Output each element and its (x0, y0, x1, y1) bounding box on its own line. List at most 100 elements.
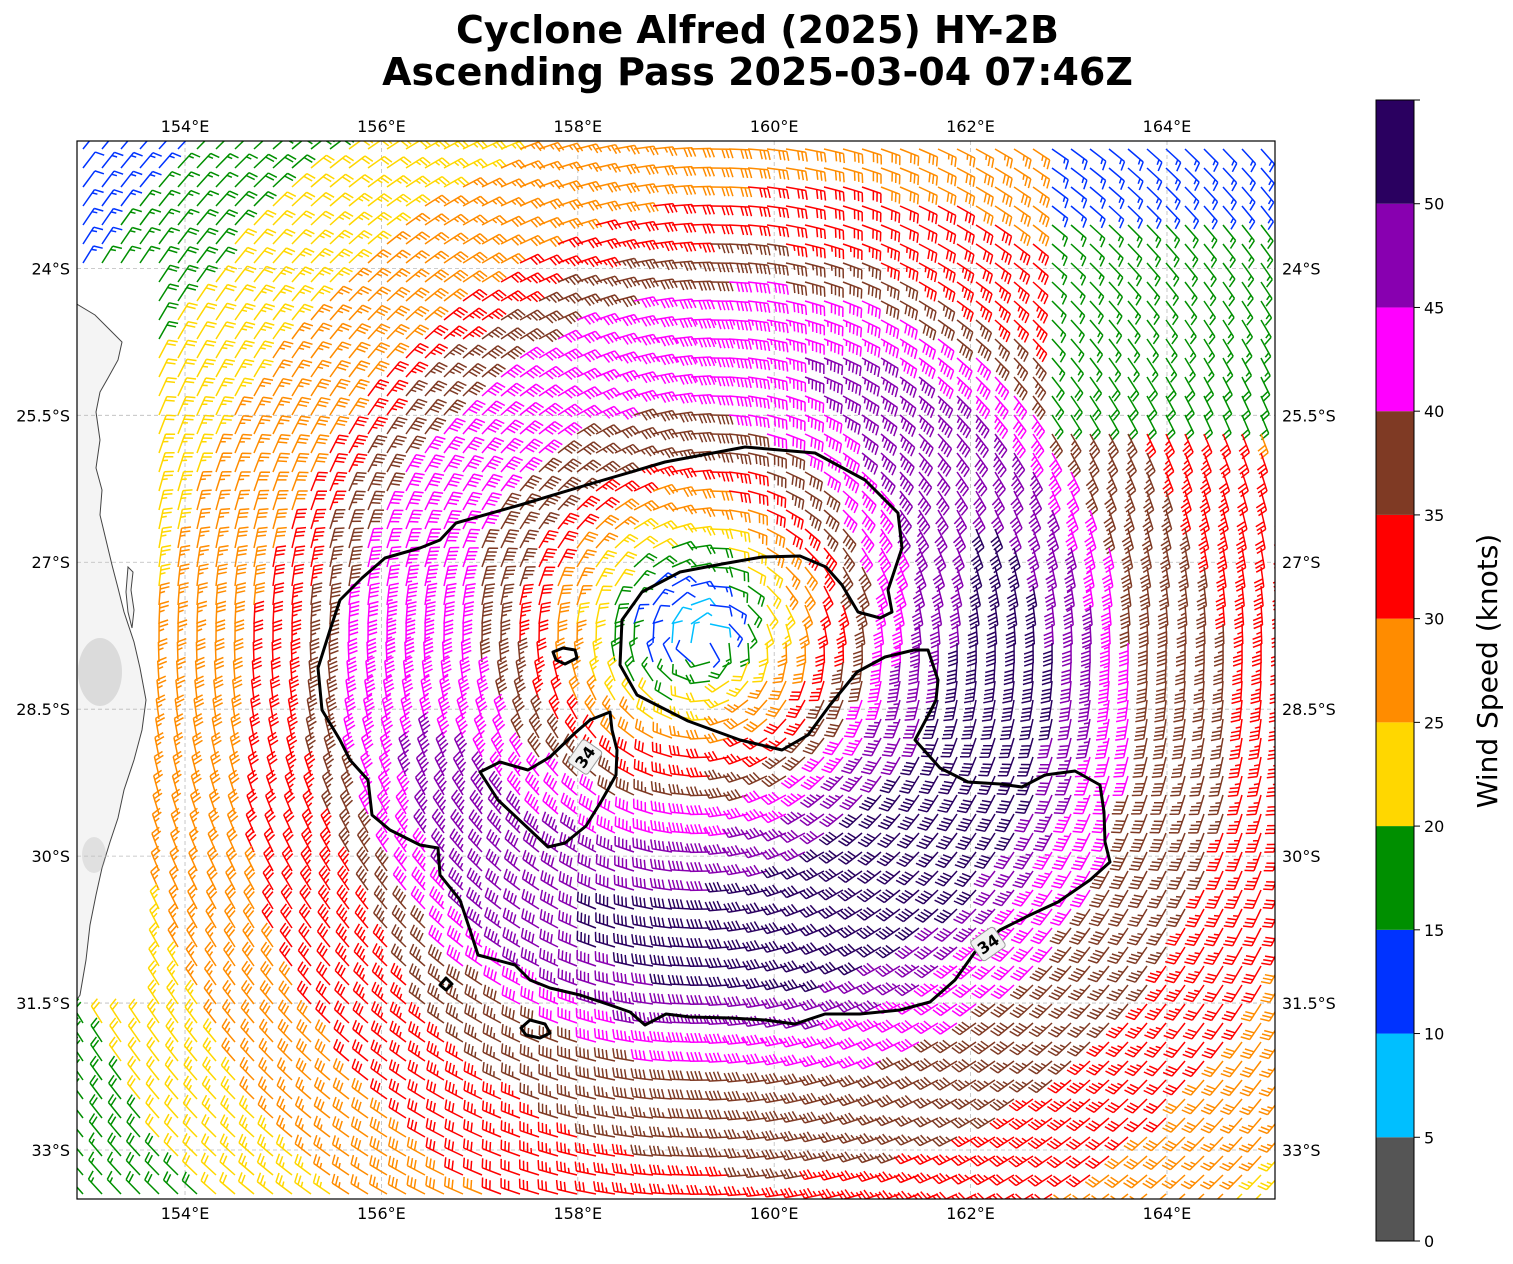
wind-barb (918, 300, 937, 321)
wind-barb (1081, 623, 1092, 649)
wind-barb (1116, 680, 1129, 704)
wind-barb (593, 1162, 616, 1176)
wind-barb (1239, 1098, 1262, 1116)
wind-barb (1222, 205, 1237, 230)
wind-barb (822, 737, 844, 756)
land-fraser-island (125, 565, 135, 629)
wind-barb (411, 846, 426, 872)
wind-barb (633, 183, 659, 194)
wind-barb (1174, 680, 1186, 704)
wind-barb (538, 291, 565, 304)
wind-barb (574, 1123, 597, 1138)
wind-barb (1108, 148, 1126, 171)
wind-barb (984, 661, 996, 686)
wind-barb (1146, 300, 1160, 326)
wind-barb (538, 179, 565, 190)
wind-barb (1124, 1022, 1148, 1039)
wind-barb (1051, 186, 1069, 209)
wind-barb (1029, 965, 1053, 982)
wind-barb (1201, 1022, 1224, 1040)
wind-barb (1066, 1117, 1091, 1132)
wind-barb (804, 528, 821, 552)
wind-barb (424, 509, 443, 530)
wind-barb (709, 167, 734, 178)
wind-barb (177, 189, 200, 207)
wind-barb (1222, 965, 1243, 984)
wind-barb (348, 527, 364, 549)
wind-barb (1127, 889, 1148, 909)
wind-barb (557, 385, 583, 399)
wind-barb (1143, 1079, 1167, 1096)
wind-barb (500, 437, 524, 454)
wind-barb (667, 1031, 692, 1043)
wind-barb (291, 172, 316, 188)
wind-barb (1257, 1141, 1275, 1153)
wind-barb (1238, 1174, 1262, 1191)
wind-barb (1252, 623, 1263, 649)
wind-barb (858, 813, 882, 830)
wind-barb (500, 290, 526, 302)
wind-barb (933, 927, 958, 942)
wind-barb (742, 1129, 768, 1141)
wind-barb (215, 563, 228, 587)
wind-barb (181, 1152, 198, 1176)
wind-barb (399, 712, 412, 739)
wind-barb (322, 750, 335, 777)
wind-barb (89, 1055, 103, 1081)
wind-barb (817, 905, 844, 919)
wind-barb (253, 433, 272, 454)
wind-barb (167, 922, 179, 948)
wind-barb (761, 1168, 787, 1179)
wind-barb (1012, 851, 1034, 870)
wind-barb (842, 452, 861, 474)
wind-barb (486, 829, 502, 853)
wind-barb (747, 604, 763, 629)
wind-barb (291, 378, 312, 397)
wind-barb (686, 1032, 711, 1043)
wind-barb (1071, 832, 1091, 852)
wind-barb (804, 509, 822, 532)
wind-barb (874, 1000, 901, 1015)
wind-barb (557, 458, 582, 473)
wind-barb (367, 304, 391, 321)
wind-barb (1032, 243, 1050, 266)
wind-barb (576, 441, 602, 455)
wind-barb (406, 1175, 426, 1195)
wind-barb (1094, 756, 1110, 778)
wind-barb (215, 141, 226, 150)
wind-barb (269, 675, 281, 701)
wind-barb (406, 1117, 426, 1138)
wind-barb (651, 741, 673, 758)
wind-barb (970, 1059, 996, 1074)
wind-barb (436, 712, 450, 739)
wind-barb (410, 885, 426, 910)
wind-barb (821, 756, 844, 774)
wind-barb (234, 284, 257, 302)
wind-barb (448, 867, 464, 891)
wind-barb (148, 941, 160, 967)
wind-barb (500, 419, 525, 435)
wind-barb (1069, 908, 1091, 927)
wind-barb (291, 545, 306, 568)
wind-barb (956, 300, 974, 323)
wind-barb (1146, 186, 1163, 210)
wind-barb (158, 320, 179, 340)
wind-barb (77, 1186, 84, 1195)
wind-barb (690, 280, 716, 291)
wind-barb (956, 338, 974, 361)
wind-barb (337, 865, 350, 891)
wind-barb (272, 228, 296, 245)
wind-barb (329, 397, 350, 416)
wind-barb (595, 331, 622, 345)
wind-barb (1051, 148, 1070, 170)
wind-barb (1232, 661, 1243, 686)
wind-barb (671, 620, 683, 644)
wind-barb (1165, 243, 1180, 268)
wind-barb (855, 1189, 882, 1199)
wind-barb (742, 1053, 768, 1065)
wind-barb (256, 1153, 274, 1176)
wind-barb (447, 905, 464, 929)
wind-barb (1144, 452, 1156, 479)
colorbar-tick-label: 45 (1424, 298, 1444, 317)
wind-barb (145, 1055, 160, 1081)
